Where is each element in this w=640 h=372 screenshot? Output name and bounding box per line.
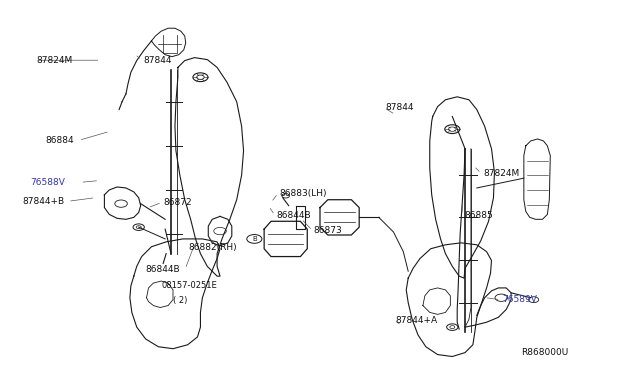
Text: 86884: 86884: [45, 136, 74, 145]
Text: 87824M: 87824M: [36, 56, 73, 65]
Text: 76588V: 76588V: [30, 178, 65, 187]
Text: 87844: 87844: [386, 103, 414, 112]
Text: 87844: 87844: [143, 56, 172, 65]
Text: 86873: 86873: [314, 226, 342, 235]
Text: 87844+A: 87844+A: [396, 316, 437, 325]
Text: R868000U: R868000U: [521, 349, 568, 357]
Text: 86872: 86872: [163, 198, 192, 207]
Text: 76589V: 76589V: [502, 295, 537, 304]
Text: 08157-0251E: 08157-0251E: [162, 280, 218, 290]
Text: 87824M: 87824M: [483, 169, 519, 178]
Text: B: B: [252, 236, 257, 242]
Text: 86844B: 86844B: [276, 211, 311, 219]
Text: 86882(RH): 86882(RH): [188, 244, 237, 253]
Text: ( 2): ( 2): [173, 296, 187, 305]
Text: 87844+B: 87844+B: [22, 197, 64, 206]
Text: 86885: 86885: [464, 211, 493, 219]
Text: 86844B: 86844B: [146, 264, 180, 274]
Text: 86883(LH): 86883(LH): [279, 189, 327, 198]
